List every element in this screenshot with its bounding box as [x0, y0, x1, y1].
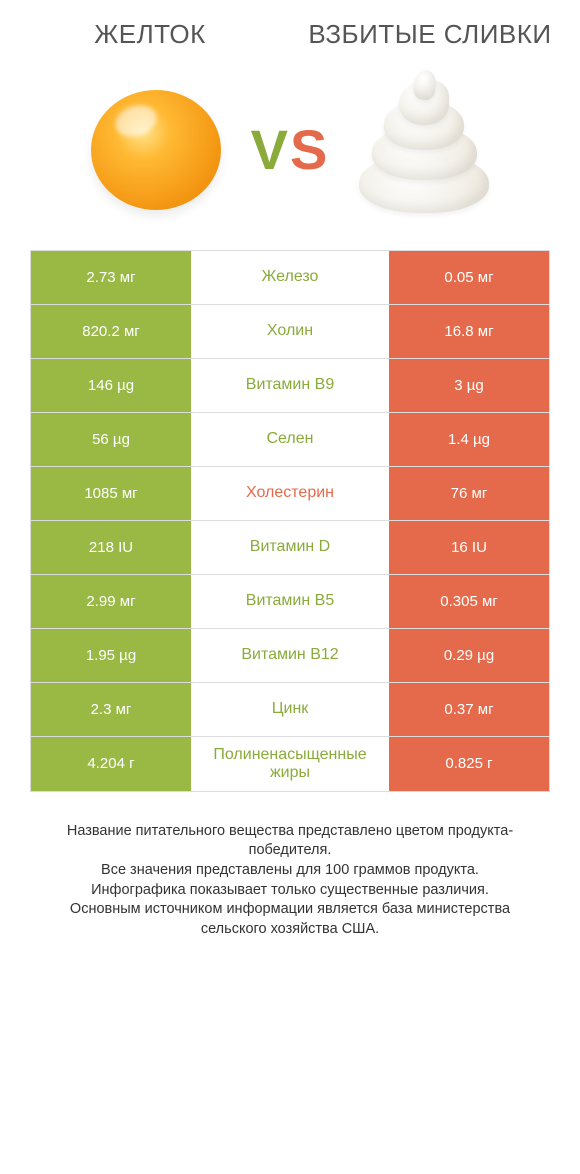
whipped-cream-icon [354, 85, 494, 215]
cell-nutrient-name: Цинк [191, 683, 389, 736]
cell-right-value: 0.05 мг [389, 251, 549, 304]
table-row: 2.73 мгЖелезо0.05 мг [31, 251, 549, 305]
cell-left-value: 2.73 мг [31, 251, 191, 304]
table-row: 218 IUВитамин D16 IU [31, 521, 549, 575]
footer-line: Основным источником информации является … [40, 900, 540, 939]
cell-right-value: 1.4 µg [389, 413, 549, 466]
cell-right-value: 0.825 г [389, 737, 549, 791]
comparison-table: 2.73 мгЖелезо0.05 мг820.2 мгХолин16.8 мг… [30, 250, 550, 792]
header: ЖЕЛТОК ВЗБИТЫЕ СЛИВКИ [0, 0, 580, 60]
cell-right-value: 16.8 мг [389, 305, 549, 358]
cell-right-value: 0.37 мг [389, 683, 549, 736]
table-row: 146 µgВитамин B93 µg [31, 359, 549, 413]
cell-left-value: 218 IU [31, 521, 191, 574]
images-row: VS [0, 60, 580, 250]
title-right: ВЗБИТЫЕ СЛИВКИ [290, 20, 570, 50]
table-row: 56 µgСелен1.4 µg [31, 413, 549, 467]
footer-line: Инфографика показывает только существенн… [40, 881, 540, 901]
title-left: ЖЕЛТОК [10, 20, 290, 50]
egg-yolk-icon [91, 90, 221, 210]
cell-right-value: 0.29 µg [389, 629, 549, 682]
cell-right-value: 16 IU [389, 521, 549, 574]
cell-right-value: 76 мг [389, 467, 549, 520]
food-image-right [349, 75, 499, 225]
cell-left-value: 2.3 мг [31, 683, 191, 736]
table-row: 2.3 мгЦинк0.37 мг [31, 683, 549, 737]
cell-nutrient-name: Холестерин [191, 467, 389, 520]
table-row: 1085 мгХолестерин76 мг [31, 467, 549, 521]
vs-label: VS [251, 117, 330, 182]
cell-left-value: 2.99 мг [31, 575, 191, 628]
cell-nutrient-name: Витамин B12 [191, 629, 389, 682]
cell-nutrient-name: Холин [191, 305, 389, 358]
cell-right-value: 3 µg [389, 359, 549, 412]
cell-nutrient-name: Витамин B9 [191, 359, 389, 412]
table-row: 2.99 мгВитамин B50.305 мг [31, 575, 549, 629]
cell-right-value: 0.305 мг [389, 575, 549, 628]
cell-left-value: 146 µg [31, 359, 191, 412]
cell-nutrient-name: Витамин D [191, 521, 389, 574]
footer-line: Все значения представлены для 100 граммо… [40, 861, 540, 881]
cell-left-value: 1.95 µg [31, 629, 191, 682]
footer-line: Название питательного вещества представл… [40, 822, 540, 861]
cell-left-value: 820.2 мг [31, 305, 191, 358]
cell-left-value: 4.204 г [31, 737, 191, 791]
cell-left-value: 56 µg [31, 413, 191, 466]
vs-v: V [251, 118, 290, 181]
table-row: 4.204 гПолиненасыщенные жиры0.825 г [31, 737, 549, 791]
cell-nutrient-name: Витамин B5 [191, 575, 389, 628]
table-row: 820.2 мгХолин16.8 мг [31, 305, 549, 359]
cell-nutrient-name: Селен [191, 413, 389, 466]
footer: Название питательного вещества представл… [30, 792, 550, 959]
table-row: 1.95 µgВитамин B120.29 µg [31, 629, 549, 683]
vs-s: S [290, 118, 329, 181]
cell-left-value: 1085 мг [31, 467, 191, 520]
cell-nutrient-name: Полиненасыщенные жиры [191, 737, 389, 791]
food-image-left [81, 75, 231, 225]
cell-nutrient-name: Железо [191, 251, 389, 304]
